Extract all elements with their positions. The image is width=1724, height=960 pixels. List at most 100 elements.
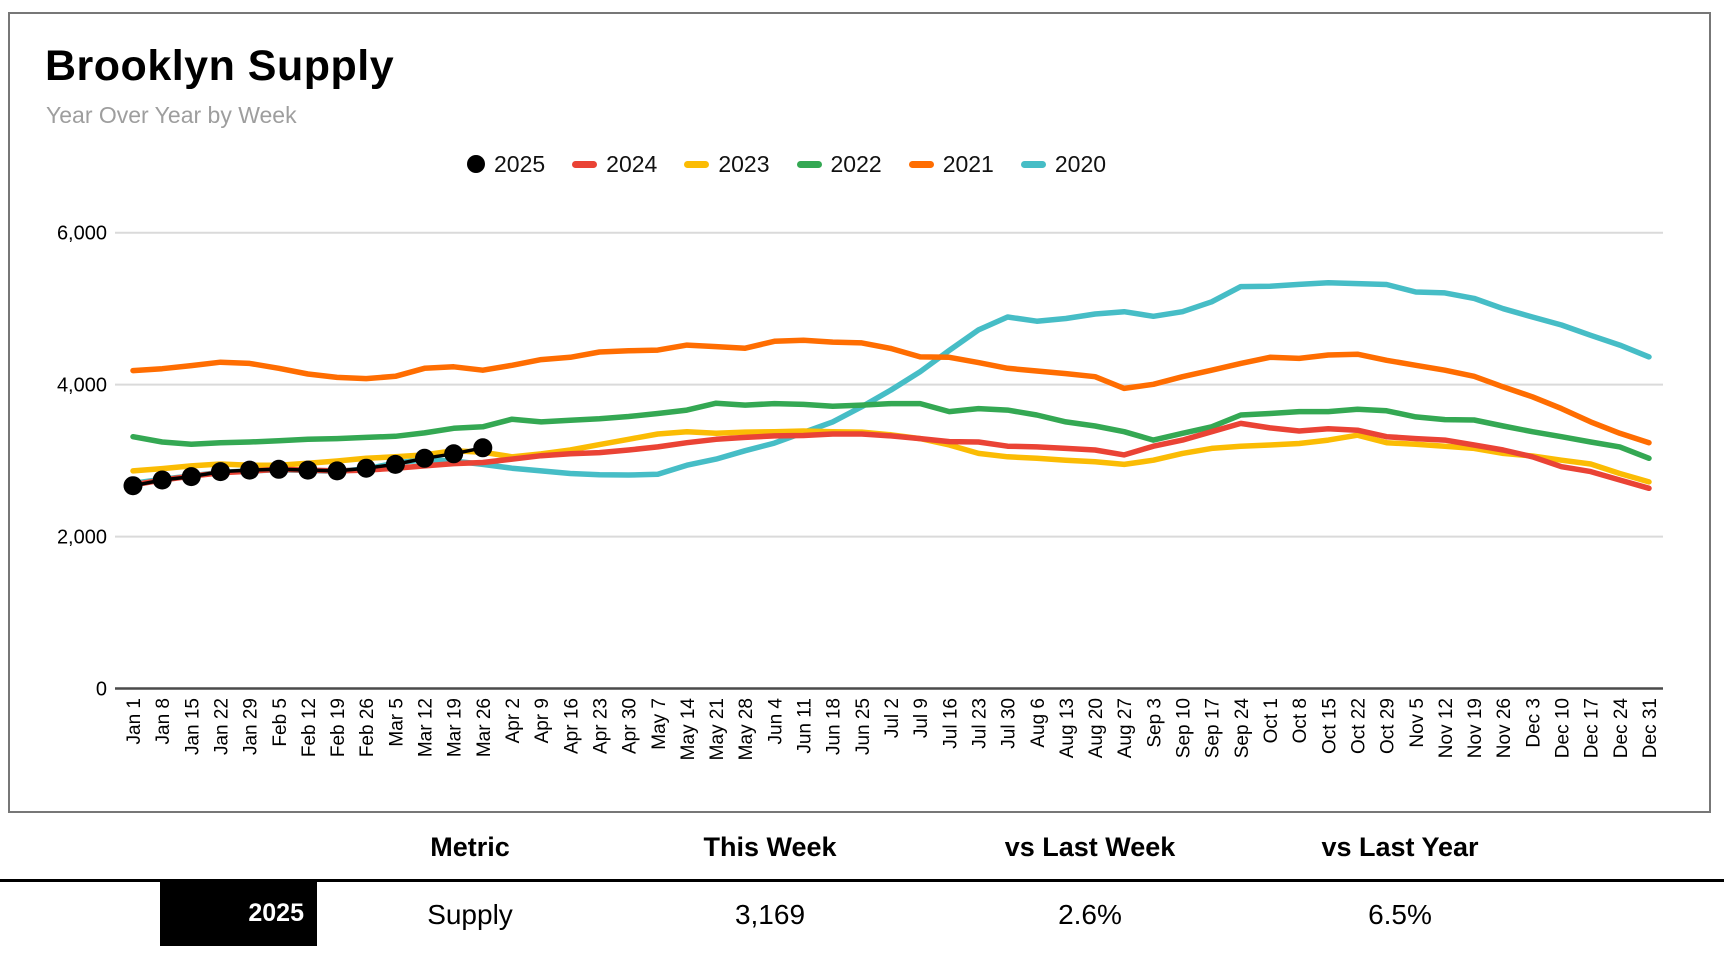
series-2025-point	[444, 444, 464, 464]
x-axis-label: Jul 9	[911, 698, 932, 738]
x-axis-label: Apr 2	[503, 698, 524, 743]
x-axis-label: Oct 8	[1290, 698, 1311, 743]
page-subtitle: Year Over Year by Week	[46, 102, 297, 128]
page-title: Brooklyn Supply	[45, 42, 395, 90]
x-axis-label: Sep 10	[1174, 698, 1195, 758]
series-2020-line	[130, 280, 1652, 487]
x-axis-label: Dec 3	[1523, 698, 1544, 748]
x-axis-label: Mar 5	[386, 698, 407, 747]
x-axis-label: Nov 26	[1494, 698, 1515, 758]
x-axis-label: Jul 2	[882, 698, 903, 738]
x-axis-label: Dec 24	[1611, 698, 1632, 759]
x-axis-label: Jun 11	[795, 698, 816, 754]
series-2025-point	[327, 461, 347, 481]
x-axis-label: Aug 6	[1028, 698, 1049, 748]
x-axis-label: Dec 17	[1582, 698, 1603, 758]
table-header-vs-last-year: vs Last Year	[1321, 832, 1479, 862]
y-axis-label: 0	[96, 679, 107, 701]
circle-marker-icon	[467, 155, 485, 173]
series-2025-point	[211, 462, 230, 482]
x-axis-label: Sep 3	[1144, 698, 1165, 748]
series-2025-point	[240, 460, 260, 480]
legend-label: 2021	[942, 150, 994, 177]
table-header-metric: Metric	[430, 832, 510, 862]
x-axis-label: Jan 1	[124, 698, 145, 744]
series-2024-line	[130, 420, 1652, 492]
legend-label: 2024	[606, 150, 658, 177]
x-axis-label: Feb 26	[357, 698, 378, 757]
x-axis-label: Aug 27	[1115, 698, 1136, 758]
year-badge: 2025	[160, 880, 317, 946]
series-2025-point	[269, 459, 289, 479]
x-axis-label: Mar 12	[416, 698, 437, 757]
x-axis-label: Feb 19	[328, 698, 349, 757]
x-axis-label: Jun 18	[824, 698, 845, 755]
x-axis-label: Apr 16	[561, 698, 582, 754]
legend-label: 2023	[718, 150, 770, 177]
series-2025-point	[356, 458, 376, 478]
series-2025-point	[415, 448, 434, 468]
table-cell-metric: Supply	[427, 899, 513, 930]
x-axis-label: Jul 23	[970, 698, 991, 749]
series-2025-point	[298, 460, 318, 480]
x-axis-label: Nov 5	[1407, 698, 1428, 748]
dash-marker-icon	[572, 160, 598, 168]
x-axis-label: Jul 16	[940, 698, 961, 749]
x-axis-label: Nov 19	[1465, 698, 1486, 758]
legend-item-2022[interactable]: 2022	[796, 150, 882, 178]
y-axis-label: 2,000	[57, 527, 107, 549]
table-cell-vs-last-week: 2.6%	[1058, 899, 1122, 930]
table-header-this-week: This Week	[703, 832, 837, 862]
x-axis-label: Jul 30	[999, 698, 1020, 749]
legend-item-2020[interactable]: 2020	[1020, 150, 1107, 178]
series-2021-line	[130, 337, 1652, 446]
table-cell-this-week: 3,169	[734, 899, 806, 930]
table-cell-vs-last-year: 6.5%	[1368, 899, 1432, 930]
legend-item-2024[interactable]: 2024	[572, 151, 657, 178]
x-axis-label: Jan 22	[212, 698, 233, 755]
y-axis-label: 4,000	[57, 375, 107, 397]
x-axis-label: Nov 12	[1436, 698, 1457, 758]
x-axis-label: Oct 22	[1349, 698, 1370, 754]
x-axis-label: Feb 12	[299, 698, 320, 757]
x-axis-label: Apr 30	[620, 698, 641, 754]
x-axis-label: Sep 24	[1232, 698, 1253, 759]
x-axis-label: May 7	[649, 698, 670, 750]
legend-label: 2022	[830, 150, 882, 177]
x-axis-label: Jan 15	[182, 698, 203, 755]
table-header-vs-last-week: vs Last Week	[1004, 832, 1176, 862]
series-2022-line	[130, 400, 1652, 462]
x-axis-label: Mar 19	[445, 698, 466, 757]
x-axis-label: Jan 29	[241, 698, 262, 755]
series-2025-point	[181, 467, 201, 487]
x-axis-label: Oct 1	[1261, 698, 1282, 743]
x-axis-label: Sep 17	[1203, 698, 1224, 758]
x-axis-label: Aug 13	[1057, 698, 1078, 758]
x-axis-label: Oct 29	[1378, 698, 1399, 754]
series-2025-point	[385, 454, 405, 474]
x-axis-label: Dec 31	[1640, 698, 1661, 758]
x-axis-label: Apr 9	[532, 698, 553, 743]
dash-marker-icon	[796, 160, 822, 168]
x-axis-label: Mar 26	[474, 698, 495, 757]
y-axis-label: 6,000	[57, 223, 107, 245]
legend-item-2025[interactable]: 2025	[467, 151, 545, 178]
x-axis-label: Apr 23	[591, 698, 612, 754]
series-2025-point	[152, 470, 172, 490]
series-2025-point	[123, 476, 143, 496]
x-axis-label: Jan 8	[153, 698, 174, 744]
x-axis-label: Feb 5	[270, 698, 291, 747]
legend-item-2023[interactable]: 2023	[684, 150, 770, 178]
x-axis-label: Jun 25	[853, 698, 874, 755]
x-axis-label: Jun 4	[765, 698, 786, 745]
legend-label: 2020	[1054, 150, 1107, 177]
dash-marker-icon	[908, 160, 934, 168]
x-axis-label: May 21	[707, 698, 728, 760]
dash-marker-icon	[684, 160, 710, 168]
dash-marker-icon	[1020, 160, 1046, 168]
table-header-rule	[0, 879, 1724, 882]
legend-item-2021[interactable]: 2021	[908, 150, 994, 178]
legend: 2025 2024 2023 2022 2021 2020	[467, 149, 1106, 179]
x-axis-label: Oct 15	[1319, 698, 1340, 754]
x-axis-label: May 14	[678, 698, 699, 761]
